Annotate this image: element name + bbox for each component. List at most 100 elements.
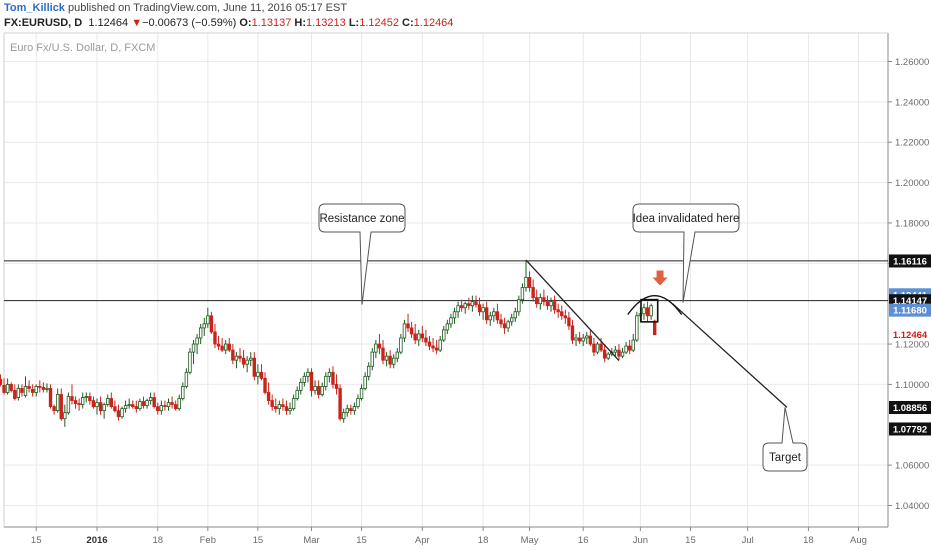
candle-body	[291, 398, 296, 410]
top-arc[interactable]	[627, 295, 683, 316]
candle-body	[2, 385, 6, 393]
low-label: L:	[348, 17, 360, 29]
candle-body	[324, 375, 328, 387]
candle-up	[181, 382, 185, 401]
candle-up	[417, 329, 421, 347]
open-value: 1.13137	[251, 17, 292, 29]
candle-down	[163, 400, 167, 411]
candle-down	[552, 295, 557, 314]
candle-up	[506, 319, 510, 332]
price-badge-bg	[889, 254, 931, 268]
candle-body	[177, 398, 181, 410]
candle-down	[52, 404, 56, 415]
candle-body	[481, 307, 485, 313]
candle-body	[320, 386, 324, 395]
candle-body	[531, 287, 535, 299]
callout-label: Idea invalidated here	[633, 213, 740, 225]
candle-down	[20, 384, 24, 397]
candle-down	[30, 384, 35, 397]
candle-body	[567, 317, 571, 327]
candle-body	[635, 315, 639, 341]
candle-body	[206, 315, 210, 325]
candle-body	[406, 323, 410, 329]
trend-lines[interactable]	[525, 259, 788, 408]
candle-down	[91, 396, 96, 409]
candle-body	[23, 386, 28, 396]
candle-down	[535, 289, 539, 308]
candle-body	[642, 307, 646, 315]
candle-up	[509, 313, 514, 326]
candle-up	[363, 372, 367, 391]
candle-up	[299, 378, 303, 395]
candle-down	[381, 340, 385, 365]
candle-body	[270, 400, 274, 408]
price-tick-label: 1.22000	[895, 138, 929, 149]
time-tick-label: 16	[578, 535, 589, 546]
resistance-lines[interactable]	[4, 260, 888, 302]
candle-down	[349, 404, 353, 415]
candle-down	[459, 299, 464, 312]
candle-down	[338, 384, 342, 421]
candle-body	[95, 402, 99, 408]
price-tick-label: 1.18000	[895, 218, 929, 229]
candle-down	[59, 388, 63, 421]
candle-down	[241, 350, 246, 369]
candle-body	[599, 343, 603, 351]
candle-down	[427, 335, 432, 351]
candle-body	[156, 406, 160, 412]
candle-body	[577, 337, 582, 342]
candle-down	[563, 309, 568, 324]
price-badge-label: 1.07792	[893, 424, 927, 435]
candle-up	[198, 323, 203, 345]
candle-body	[213, 331, 217, 345]
candle-up	[606, 352, 610, 361]
candle-down	[645, 301, 650, 322]
candle-up	[399, 333, 403, 355]
price-badge-bg	[889, 400, 931, 414]
candle-body	[195, 337, 199, 345]
candle-down	[109, 392, 113, 409]
candle-down	[560, 305, 564, 320]
candle-down	[474, 295, 478, 308]
drawings[interactable]	[627, 270, 683, 323]
change-value: −0.00673 (−0.59%)	[142, 17, 237, 29]
candle-up	[63, 404, 67, 427]
candle-down	[9, 382, 13, 393]
trend-line[interactable]	[672, 303, 788, 408]
candle-body	[574, 337, 578, 341]
candle-down	[27, 380, 31, 393]
candle-body	[163, 405, 167, 408]
candle-body	[198, 327, 203, 339]
author-link[interactable]: Tom_Killick	[4, 2, 65, 14]
grid	[4, 33, 888, 527]
candle-up	[452, 307, 457, 324]
price-tick-label: 1.04000	[895, 501, 929, 512]
candle-body	[331, 371, 335, 385]
candle-down	[98, 396, 103, 415]
candle-body	[431, 345, 435, 349]
candle-down	[627, 340, 632, 355]
candle-body	[585, 335, 589, 339]
candle-up	[352, 402, 357, 415]
candle-up	[206, 307, 210, 328]
trend-line[interactable]	[525, 259, 620, 362]
candle-down	[577, 331, 582, 345]
invalidation-box[interactable]	[640, 298, 659, 323]
candle-down	[231, 344, 235, 365]
open-label: O:	[239, 17, 252, 29]
candle-body	[442, 329, 446, 341]
candle-body	[138, 401, 142, 410]
time-tick-label: Apr	[415, 535, 430, 546]
candle-body	[438, 339, 442, 351]
published-text: published on TradingView.com, June 11, 2…	[64, 2, 348, 14]
candle-up	[195, 333, 199, 355]
candle-down	[377, 333, 382, 355]
price-badge-label: 1.08856	[893, 403, 927, 414]
price-badge: 1.12464	[889, 328, 931, 342]
candle-down	[484, 301, 489, 324]
time-tick-label: 15	[356, 535, 367, 546]
candle-body	[216, 343, 221, 347]
candle-body	[109, 398, 113, 408]
candle-up	[402, 319, 407, 343]
